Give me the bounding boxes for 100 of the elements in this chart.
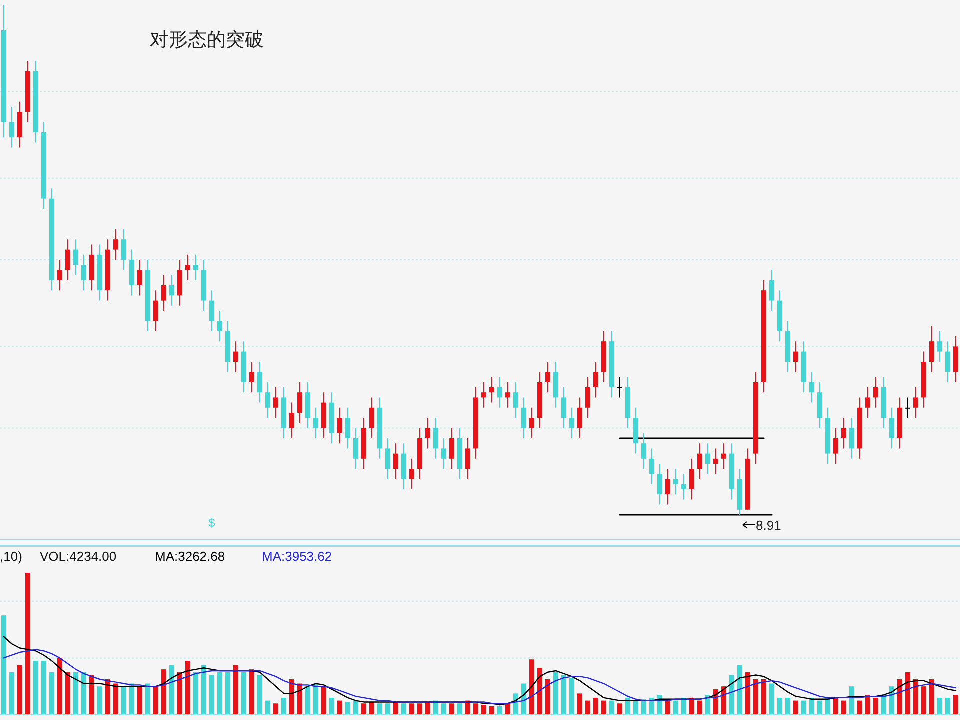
bar <box>50 672 54 715</box>
bar <box>778 698 782 715</box>
candlestick <box>874 376 878 408</box>
candlestick <box>82 254 86 292</box>
bar <box>394 702 398 715</box>
bar <box>106 680 110 715</box>
candlestick <box>138 260 142 296</box>
text: 对形态的突破 <box>150 29 264 51</box>
candlestick <box>650 448 654 485</box>
bar <box>346 702 350 715</box>
candlestick <box>338 407 342 444</box>
candlestick <box>682 474 686 500</box>
bar <box>914 680 918 715</box>
bar <box>618 704 622 715</box>
bar <box>554 672 558 715</box>
bar <box>410 704 414 715</box>
candlestick <box>266 382 270 419</box>
bar <box>810 698 814 715</box>
bar <box>250 670 254 715</box>
candlestick <box>498 376 502 408</box>
candlestick <box>466 438 470 480</box>
candlestick <box>10 106 14 148</box>
bar <box>898 680 902 715</box>
bar <box>610 700 614 715</box>
bar <box>858 700 862 715</box>
bar <box>842 700 846 715</box>
bar <box>690 698 694 715</box>
bar <box>546 680 550 715</box>
candlestick <box>154 290 158 332</box>
bar <box>274 704 278 715</box>
candlestick <box>834 428 838 464</box>
bar <box>42 661 46 715</box>
bar <box>754 680 758 715</box>
candlestick <box>66 239 70 281</box>
candlestick <box>810 372 814 404</box>
candlestick <box>218 310 222 342</box>
bar <box>282 698 286 715</box>
bar <box>586 700 590 715</box>
candlestick <box>410 458 414 490</box>
bar <box>202 665 206 715</box>
candlestick <box>930 326 934 373</box>
candlestick <box>210 290 214 332</box>
bar <box>338 700 342 715</box>
candlestick <box>234 341 238 373</box>
candlestick <box>346 407 350 450</box>
text: MA:3262.68 <box>155 549 226 564</box>
candlestick <box>74 239 78 276</box>
candlestick <box>722 443 726 470</box>
candlestick <box>386 438 390 480</box>
bar <box>506 704 510 715</box>
candlestick <box>658 464 662 506</box>
bar <box>386 704 390 715</box>
text: $ <box>208 516 216 530</box>
bar <box>122 686 126 715</box>
bar <box>330 698 334 715</box>
bar <box>162 670 166 715</box>
bar <box>218 672 222 715</box>
bar <box>2 616 6 715</box>
text: MA:3953.62 <box>262 549 332 564</box>
candlestick <box>114 228 118 260</box>
bar <box>74 672 78 715</box>
text: VOL:4234.00 <box>40 549 117 564</box>
bar <box>738 665 742 715</box>
candlestick <box>274 387 278 419</box>
bar <box>170 665 174 715</box>
bar <box>362 704 366 715</box>
candlestick <box>674 468 678 496</box>
bar <box>178 672 182 715</box>
bar <box>354 700 358 715</box>
bar <box>402 704 406 715</box>
bar <box>498 706 502 715</box>
candlestick <box>290 402 294 439</box>
candlestick <box>890 407 894 450</box>
candlestick <box>250 362 254 394</box>
candlestick <box>298 382 302 424</box>
candlestick <box>370 397 374 439</box>
text: ,10) <box>0 549 22 564</box>
candlestick <box>426 418 430 450</box>
bar <box>818 700 822 715</box>
candlestick <box>490 376 494 404</box>
bar <box>18 665 22 715</box>
bar <box>26 573 30 715</box>
bar <box>82 672 86 715</box>
candlestick <box>506 382 510 408</box>
bar <box>578 694 582 715</box>
candlestick <box>434 418 438 460</box>
candlestick <box>354 428 358 470</box>
bar <box>378 704 382 715</box>
bar <box>90 675 94 715</box>
bar <box>602 700 606 715</box>
bar <box>682 698 686 715</box>
candlestick <box>714 448 718 475</box>
bar <box>418 704 422 715</box>
candlestick <box>450 428 454 470</box>
bar <box>154 686 158 715</box>
candlestick <box>842 418 846 450</box>
candlestick <box>578 397 582 439</box>
bar <box>114 684 118 715</box>
bar <box>930 680 934 715</box>
candlestick <box>642 432 646 470</box>
